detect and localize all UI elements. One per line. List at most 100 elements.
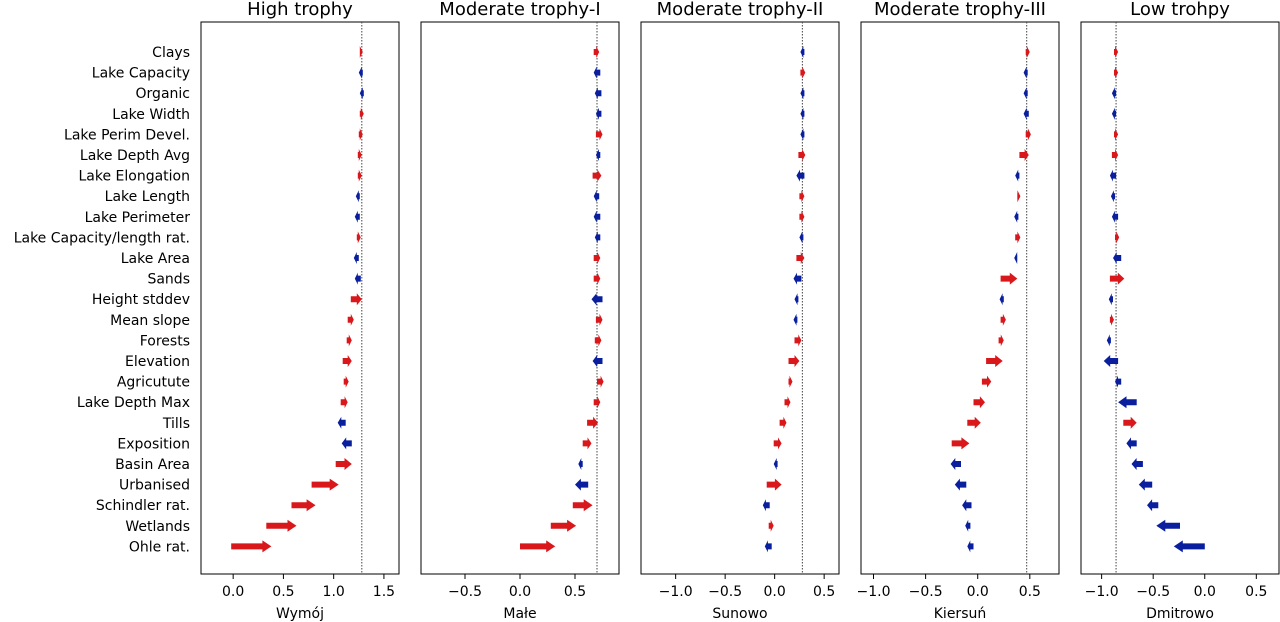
shap-arrow	[357, 149, 362, 161]
shap-arrow	[1118, 396, 1137, 409]
feature-label: Lake Area	[121, 251, 190, 267]
shap-arrow	[1114, 66, 1119, 79]
shap-arrow	[1109, 272, 1125, 285]
shap-arrow	[346, 334, 352, 347]
shap-arrow	[793, 313, 798, 326]
shap-arrow	[1023, 107, 1029, 120]
shap-arrow	[773, 437, 782, 450]
shap-arrow	[1110, 190, 1115, 203]
feature-label: Mean slope	[110, 313, 190, 329]
shap-arrow	[1014, 210, 1019, 223]
shap-arrow	[595, 313, 603, 326]
shap-arrow	[353, 252, 359, 264]
shap-arrow	[796, 252, 805, 264]
shap-arrow	[343, 375, 349, 388]
shap-arrow	[1113, 252, 1122, 264]
feature-label: Agricutute	[117, 375, 190, 391]
shap-arrow	[335, 458, 352, 470]
shap-arrow	[962, 499, 972, 512]
shap-arrow	[794, 334, 802, 347]
shap-arrow	[800, 128, 805, 141]
shap-arrow	[1126, 437, 1137, 450]
panel-title: High trophy	[247, 0, 353, 20]
x-tick-label: 0.0	[764, 584, 786, 600]
shap-arrow	[967, 540, 974, 553]
x-tick-label: −0.5	[708, 584, 742, 600]
shap-arrow	[342, 355, 352, 367]
shap-arrow	[799, 231, 804, 244]
feature-label: Lake Depth Avg	[80, 148, 190, 164]
shap-arrow	[1123, 416, 1137, 429]
shap-arrow	[341, 437, 352, 450]
shap-arrow	[356, 231, 361, 244]
shap-arrow	[595, 107, 602, 120]
shap-arrow	[595, 149, 601, 161]
x-tick-label: 0.5	[1019, 584, 1041, 600]
shap-arrow	[231, 540, 272, 553]
feature-label: Exposition	[117, 436, 190, 452]
shap-arrow	[1173, 540, 1205, 553]
shap-arrow	[354, 210, 360, 223]
panel-frame	[420, 21, 620, 575]
x-tick-label: 0.5	[564, 584, 586, 600]
shap-arrow	[594, 87, 602, 100]
feature-label: Organic	[136, 86, 190, 102]
shap-arrow	[358, 66, 363, 79]
shap-arrow	[355, 190, 360, 203]
shap-arrow	[593, 46, 600, 58]
shap-arrow	[592, 355, 603, 367]
feature-label: Height stddev	[92, 292, 190, 308]
shap-arrow	[594, 334, 602, 347]
feature-label: Ohle rat.	[129, 539, 190, 555]
feature-label: Forests	[140, 333, 190, 349]
x-tick-label: −0.5	[448, 584, 482, 600]
shap-arrow	[359, 87, 364, 100]
panel-frame	[200, 21, 400, 575]
shap-arrow	[1109, 169, 1117, 182]
shap-arrow	[1014, 252, 1018, 264]
shap-arrow	[357, 169, 362, 182]
shap-arrow	[1111, 210, 1119, 223]
feature-label: Lake Capacity	[92, 66, 190, 82]
x-tick-label: 0.0	[1194, 584, 1216, 600]
shap-arrow	[358, 128, 363, 141]
shap-arrow	[1131, 458, 1143, 470]
feature-label: Basin Area	[115, 457, 190, 473]
shap-arrow	[266, 519, 297, 532]
shap-arrow	[587, 416, 599, 429]
shap-arrow	[788, 355, 800, 367]
panel-title: Moderate trophy-II	[657, 0, 824, 20]
shap-arrow	[593, 190, 600, 203]
shap-arrow	[594, 231, 601, 244]
feature-label: Lake Width	[112, 107, 190, 123]
shap-arrow	[951, 437, 970, 450]
shap-arrow	[800, 46, 805, 58]
shap-arrow	[1114, 128, 1119, 141]
shap-arrow	[1017, 190, 1021, 203]
shap-arrow	[597, 375, 604, 388]
shap-arrow	[575, 478, 589, 491]
shap-arrow	[998, 334, 1004, 347]
x-tick-label: 1.5	[373, 584, 395, 600]
shap-arrow	[999, 293, 1004, 306]
shap-arrow	[1025, 128, 1031, 141]
x-tick-label: −1.0	[659, 584, 693, 600]
shap-arrow	[595, 128, 603, 141]
shap-arrow	[1114, 46, 1119, 58]
shap-arrow	[784, 396, 791, 409]
shap-arrow	[764, 540, 772, 553]
shap-arrow	[359, 46, 363, 58]
shap-arrow	[1156, 519, 1180, 532]
feature-label: Lake Depth Max	[77, 395, 190, 411]
shap-arrow	[1109, 313, 1114, 326]
shap-arrow	[550, 519, 577, 532]
shap-arrow	[1023, 87, 1028, 100]
shap-arrow	[1025, 46, 1030, 58]
feature-label: Wetlands	[125, 519, 190, 535]
feature-label: Urbanised	[119, 478, 190, 494]
shap-arrow	[965, 519, 971, 532]
shap-arrow	[800, 107, 805, 120]
x-tick-label: 0.5	[272, 584, 294, 600]
shap-arrow	[779, 416, 787, 429]
